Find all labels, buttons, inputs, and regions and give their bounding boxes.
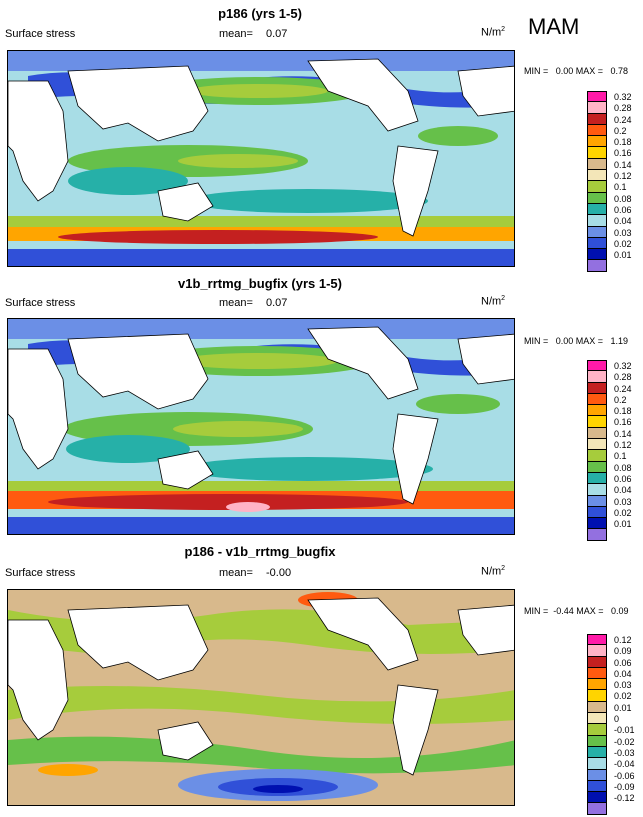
- land-north-america: [307, 597, 419, 671]
- atlantic-trade-band: [418, 126, 498, 146]
- units-label: N/m2: [481, 26, 506, 39]
- land-europe: [457, 604, 514, 656]
- map-svg: [8, 590, 514, 805]
- tropical-pacific-core: [173, 421, 303, 437]
- north-pacific-core: [178, 353, 338, 369]
- map-svg: [8, 51, 514, 266]
- land-north-america: [307, 326, 419, 400]
- diff-sw-high: [38, 764, 98, 776]
- panel-title: p186 (yrs 1-5): [218, 6, 302, 21]
- panel-difference: p186 - v1b_rrtmg_bugfix Surface stress m…: [0, 544, 643, 817]
- land-south-america: [392, 684, 439, 776]
- min-max-text: MIN = -0.44 MAX = 0.09: [524, 606, 629, 616]
- stress-map: [7, 318, 515, 535]
- mean-label: mean=: [219, 567, 253, 579]
- north-pacific-core: [188, 84, 328, 98]
- stress-difference-map: [7, 589, 515, 806]
- mean-value: 0.07: [266, 297, 288, 309]
- stress-map: [7, 50, 515, 267]
- land-south-america: [392, 145, 439, 237]
- diff-southern-min: [253, 785, 303, 793]
- land-australia: [157, 450, 214, 490]
- indian-ocean-band: [68, 167, 188, 195]
- land-europe: [457, 333, 514, 385]
- mean-value: -0.00: [266, 567, 292, 579]
- mean-label: mean=: [219, 28, 253, 40]
- south-pacific-band: [188, 189, 428, 213]
- panel-p186: p186 (yrs 1-5) Surface stress mean= 0.07…: [0, 0, 643, 272]
- land-africa: [8, 348, 69, 470]
- diff-neg-band-south: [8, 736, 514, 774]
- variable-label: Surface stress: [5, 297, 76, 309]
- southern-westerly-max: [226, 502, 270, 512]
- land-europe: [457, 65, 514, 117]
- panel-title: p186 - v1b_rrtmg_bugfix: [184, 544, 336, 559]
- units-label: N/m2: [481, 565, 506, 578]
- panel-title: v1b_rrtmg_bugfix (yrs 1-5): [178, 276, 342, 291]
- season-label: MAM: [528, 14, 580, 39]
- units-label: N/m2: [481, 295, 506, 308]
- antarctic-band: [8, 517, 514, 534]
- south-pacific-band: [183, 457, 433, 481]
- land-asia: [67, 65, 209, 142]
- southern-westerly-core: [48, 494, 408, 510]
- land-asia: [67, 333, 209, 410]
- land-africa: [8, 80, 69, 202]
- antarctic-band: [8, 249, 514, 266]
- land-asia: [67, 604, 209, 681]
- panel-v1b: v1b_rrtmg_bugfix (yrs 1-5) Surface stres…: [0, 272, 643, 544]
- atlantic-trade-band: [416, 394, 500, 414]
- mean-label: mean=: [219, 297, 253, 309]
- land-africa: [8, 619, 69, 741]
- land-south-america: [392, 413, 439, 505]
- southern-band-1: [8, 216, 514, 230]
- southern-westerly-core: [58, 230, 378, 244]
- map-svg: [8, 319, 514, 534]
- arctic-band: [8, 319, 514, 339]
- land-north-america: [307, 58, 419, 132]
- min-max-text: MIN = 0.00 MAX = 0.78: [524, 66, 629, 76]
- variable-label: Surface stress: [5, 567, 76, 579]
- arctic-band: [8, 51, 514, 71]
- mean-value: 0.07: [266, 28, 288, 40]
- land-australia: [157, 721, 214, 761]
- land-australia: [157, 182, 214, 222]
- min-max-text: MIN = 0.00 MAX = 1.19: [524, 336, 629, 346]
- variable-label: Surface stress: [5, 28, 76, 40]
- indian-ocean-band: [66, 435, 190, 463]
- diff-neg-band-tropics: [8, 686, 514, 724]
- tropical-pacific-core: [178, 154, 298, 168]
